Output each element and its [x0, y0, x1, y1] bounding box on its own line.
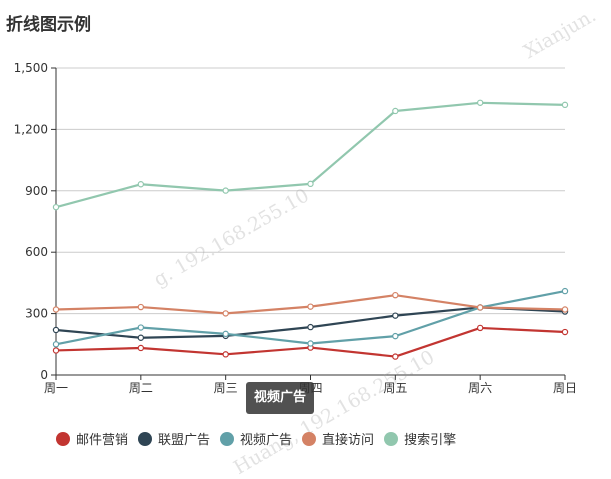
data-point — [137, 334, 145, 341]
data-point — [476, 99, 484, 106]
y-tick-label: 900 — [25, 184, 48, 198]
data-point — [476, 324, 484, 332]
data-point — [561, 328, 569, 336]
legend-item[interactable]: 搜索引擎 — [384, 429, 456, 448]
x-tick-label: 周二 — [129, 381, 153, 395]
data-point — [52, 341, 60, 348]
legend-marker — [220, 431, 235, 446]
data-point — [476, 304, 484, 311]
x-tick-label: 周六 — [468, 381, 492, 395]
data-point — [392, 332, 399, 340]
y-tick-label: 600 — [25, 245, 48, 259]
tooltip: 视频广告 — [246, 382, 315, 414]
data-point — [307, 340, 314, 347]
data-point — [52, 347, 60, 354]
data-point — [137, 181, 145, 188]
data-point — [392, 107, 399, 115]
chart-title: 折线图示例 — [6, 15, 91, 35]
legend-item[interactable]: 联盟广告 — [138, 429, 210, 448]
legend-marker — [138, 431, 153, 446]
data-point — [561, 101, 569, 109]
data-point — [52, 326, 60, 334]
y-tick-label: 0 — [40, 368, 48, 382]
series-line-2 — [55, 306, 566, 339]
data-point — [307, 180, 314, 188]
data-point — [222, 310, 229, 317]
data-point — [392, 291, 399, 299]
legend-label: 搜索引擎 — [404, 433, 457, 448]
legend-label: 直接访问 — [322, 433, 375, 448]
y-tick-label: 300 — [25, 307, 48, 321]
x-tick-label: 周一 — [44, 381, 68, 395]
legend: 邮件营销 联盟广告 视频广告 直接访问 搜索引擎 — [56, 429, 466, 448]
series-line-5 — [55, 101, 566, 209]
x-tick-label: 周三 — [214, 381, 238, 395]
data-point — [137, 344, 145, 352]
data-point — [222, 330, 229, 338]
data-point — [52, 203, 60, 211]
y-tick-label: 1,500 — [14, 61, 48, 75]
data-point — [561, 287, 569, 295]
data-point — [307, 323, 314, 331]
legend-item[interactable]: 直接访问 — [302, 429, 374, 448]
legend-item[interactable]: 邮件营销 — [56, 429, 128, 448]
legend-label: 视频广告 — [240, 433, 293, 448]
legend-marker — [302, 431, 317, 446]
x-tick-label: 周五 — [383, 381, 407, 395]
data-point — [307, 303, 314, 310]
x-tick-label: 周日 — [553, 381, 577, 395]
data-point — [137, 324, 145, 331]
data-point — [52, 306, 60, 313]
data-point — [392, 353, 399, 360]
y-tick-label: 1,200 — [14, 122, 48, 136]
data-point — [561, 306, 569, 313]
data-point — [137, 303, 145, 311]
data-point — [222, 351, 229, 358]
legend-label: 联盟广告 — [158, 433, 211, 448]
legend-label: 邮件营销 — [76, 433, 129, 448]
data-point — [222, 187, 229, 194]
data-point — [392, 312, 399, 319]
legend-marker — [56, 431, 70, 446]
legend-item[interactable]: 视频广告 — [220, 429, 292, 448]
legend-marker — [384, 431, 399, 446]
